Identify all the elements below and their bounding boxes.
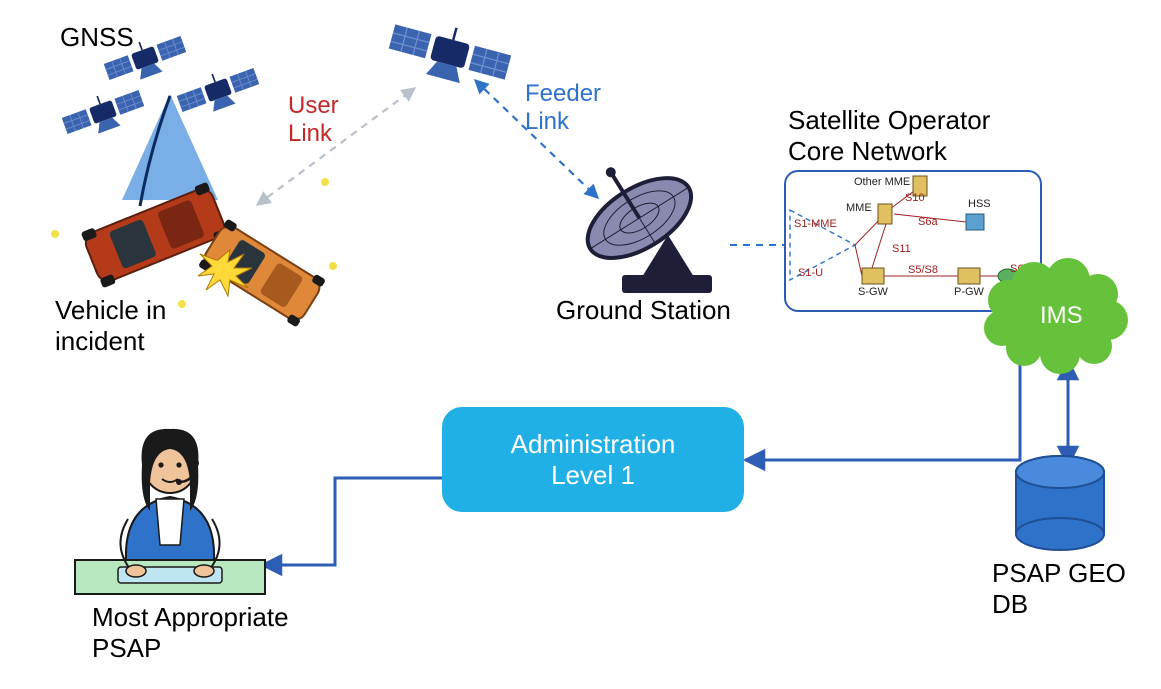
label-feeder-link: Feeder Link [525,80,601,136]
admin-line2: Level 1 [442,460,744,491]
label-geodb: PSAP GEO DB [992,558,1161,620]
label-ground: Ground Station [556,295,731,326]
label-user-link: User Link [288,92,339,148]
label-vehicle: Vehicle in incident [55,295,166,357]
label-ims: IMS [1040,302,1083,330]
label-gnss: GNSS [60,22,134,53]
psap-operator-icon [75,429,265,594]
diagram-root: { "canvas": { "w": 1161, "h": 689 }, "la… [0,0,1161,689]
admin-line1: Administration [442,429,744,460]
admin-level1-box: Administration Level 1 [442,407,744,512]
label-psap: Most Appropriate PSAP [92,602,289,664]
label-satop: Satellite Operator Core Network [788,105,990,167]
